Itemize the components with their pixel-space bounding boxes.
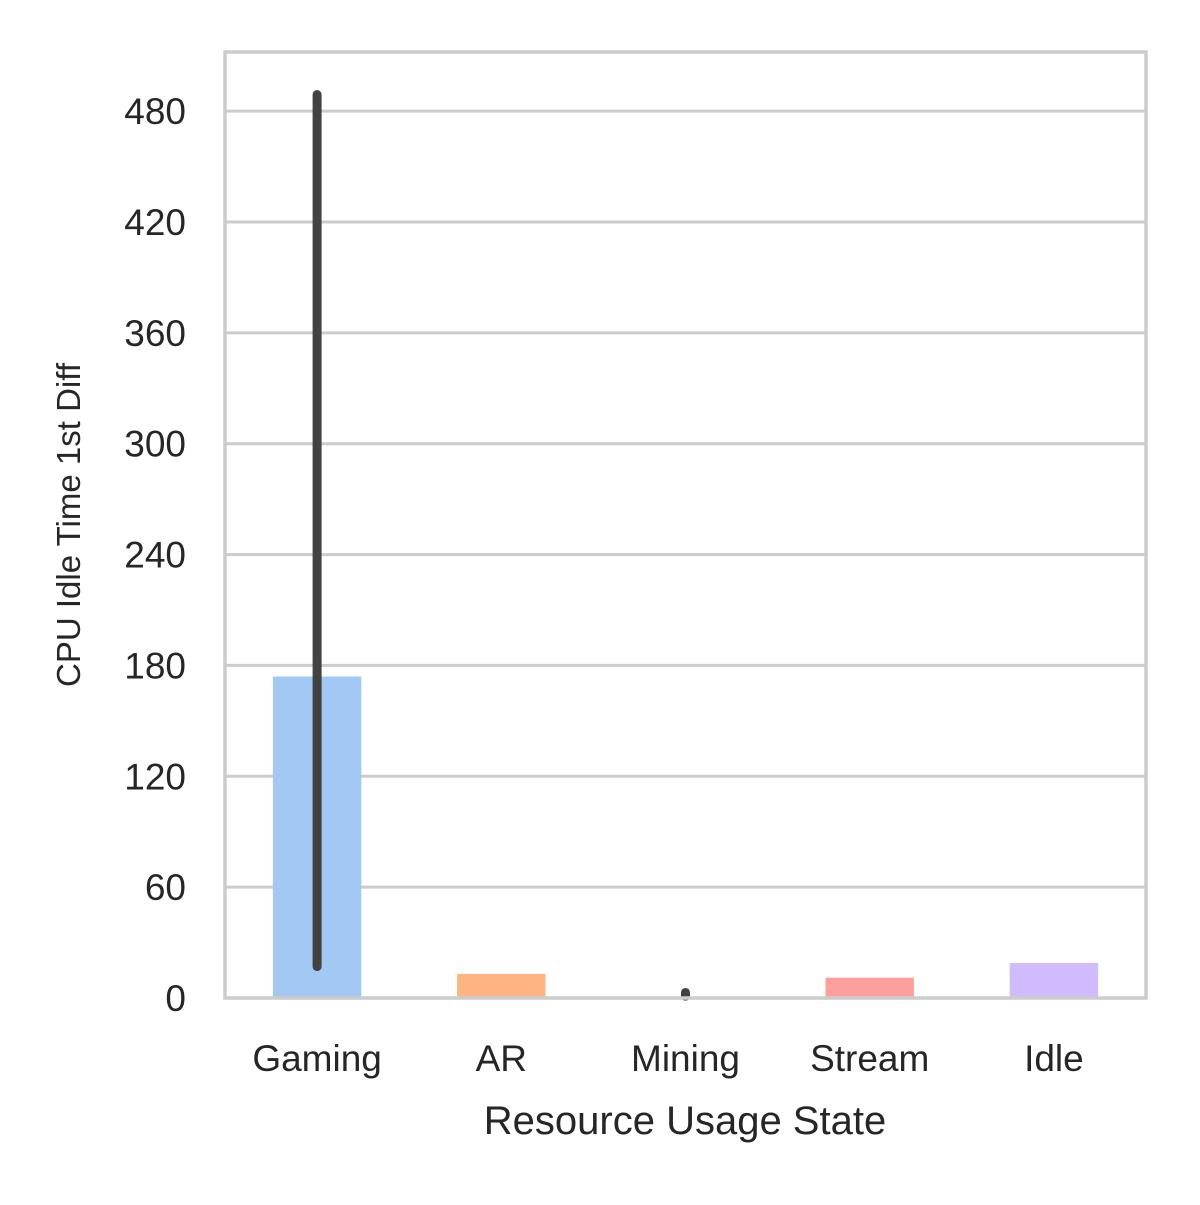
- x-tick-label: AR: [476, 1038, 527, 1079]
- y-tick-label: 420: [124, 202, 186, 243]
- y-tick-label: 60: [145, 867, 186, 908]
- y-tick-label: 360: [124, 313, 186, 354]
- y-tick-label: 240: [124, 535, 186, 576]
- y-tick-label: 120: [124, 756, 186, 797]
- y-axis-title: CPU Idle Time 1st Diff: [50, 362, 87, 687]
- plot-frame: [223, 50, 1148, 1000]
- x-tick-label: Gaming: [252, 1038, 382, 1079]
- x-axis-title: Resource Usage State: [484, 1099, 886, 1143]
- y-tick-label: 180: [124, 645, 186, 686]
- gridlines: [225, 109, 1146, 889]
- error-bars: [312, 89, 690, 1001]
- bar-stream: [825, 977, 914, 998]
- bar-idle: [1009, 962, 1099, 998]
- x-tick-label: Idle: [1024, 1038, 1084, 1079]
- y-tick-label: 300: [124, 424, 186, 465]
- x-tick-label: Stream: [810, 1038, 929, 1079]
- x-tick-labels: Gaming AR Mining Stream Idle: [252, 1038, 1083, 1079]
- y-tick-label: 480: [124, 91, 186, 132]
- y-tick-label: 0: [165, 978, 186, 1019]
- x-tick-label: Mining: [631, 1038, 740, 1079]
- bar-ar: [457, 973, 546, 998]
- bars: [272, 676, 1099, 998]
- y-tick-labels: 0 60 120 180 240 300 360 420 480: [124, 91, 186, 1019]
